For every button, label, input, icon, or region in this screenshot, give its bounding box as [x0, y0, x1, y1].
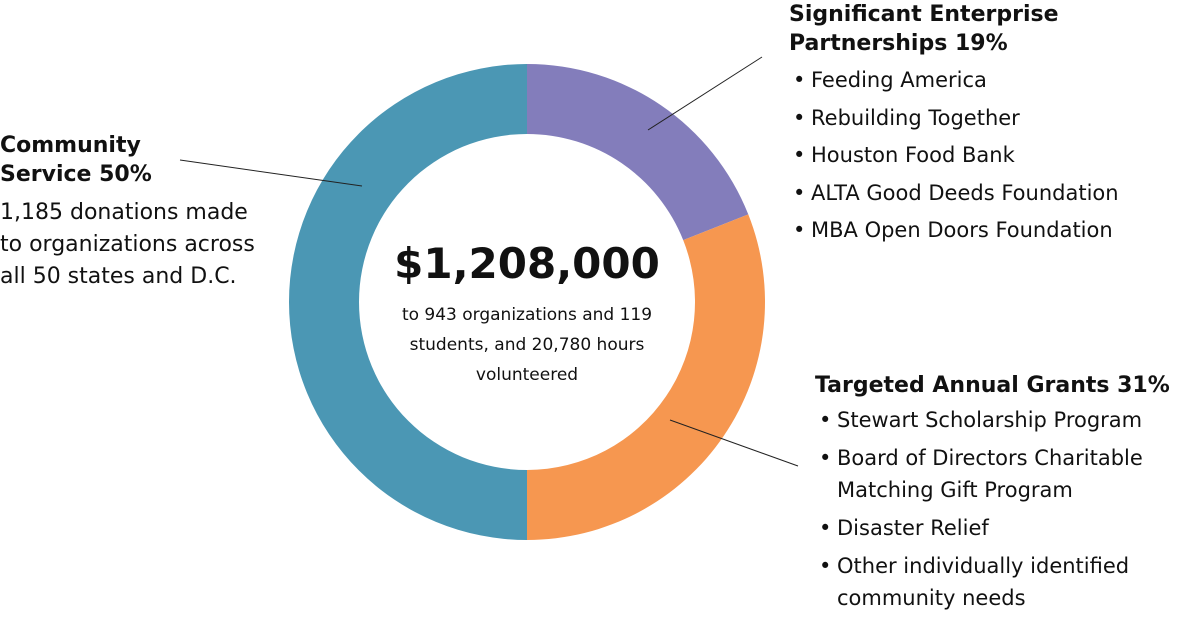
community-service-title: Community Service 50%	[0, 133, 152, 187]
slice-significant-enterprise-partnerships	[527, 64, 749, 241]
targeted-grant-item: Board of Directors Charitable Matching G…	[815, 442, 1200, 506]
enterprise-partnership-item: MBA Open Doors Foundation	[789, 212, 1199, 250]
enterprise-partnership-item: Feeding America	[789, 62, 1199, 100]
enterprise-partnership-item: Rebuilding Together	[789, 100, 1199, 138]
total-description: to 943 organizations and 119 students, a…	[401, 305, 653, 385]
leader-line-enterprise	[647, 56, 763, 131]
leader-line-grants	[669, 419, 799, 467]
targeted-grants-label: Targeted Annual Grants 31% Stewart Schol…	[815, 371, 1200, 620]
targeted-grant-item: Disaster Relief	[815, 512, 1200, 544]
slice-community-service	[289, 64, 527, 540]
total-amount: $1,208,000	[394, 239, 660, 288]
targeted-grants-title: Targeted Annual Grants 31%	[815, 373, 1170, 398]
targeted-grants-list: Stewart Scholarship Program Board of Dire…	[815, 404, 1200, 614]
donut-slices	[289, 64, 765, 540]
enterprise-partnerships-title: Significant Enterprise Partnerships 19%	[789, 2, 1059, 56]
community-service-description: 1,185 donations made to organizations ac…	[0, 200, 255, 289]
enterprise-partnership-item: Houston Food Bank	[789, 137, 1199, 175]
leader-line-community	[179, 159, 363, 187]
slice-targeted-annual-grants	[527, 214, 765, 540]
targeted-grant-item: Other individually identified community …	[815, 550, 1200, 614]
enterprise-partnerships-list: Feeding AmericaRebuilding TogetherHousto…	[789, 62, 1199, 250]
community-service-label: Community Service 50% 1,185 donations ma…	[0, 131, 270, 293]
enterprise-partnership-item: ALTA Good Deeds Foundation	[789, 175, 1199, 213]
targeted-grant-item: Stewart Scholarship Program	[815, 404, 1200, 436]
enterprise-partnerships-label: Significant Enterprise Partnerships 19% …	[789, 0, 1199, 250]
